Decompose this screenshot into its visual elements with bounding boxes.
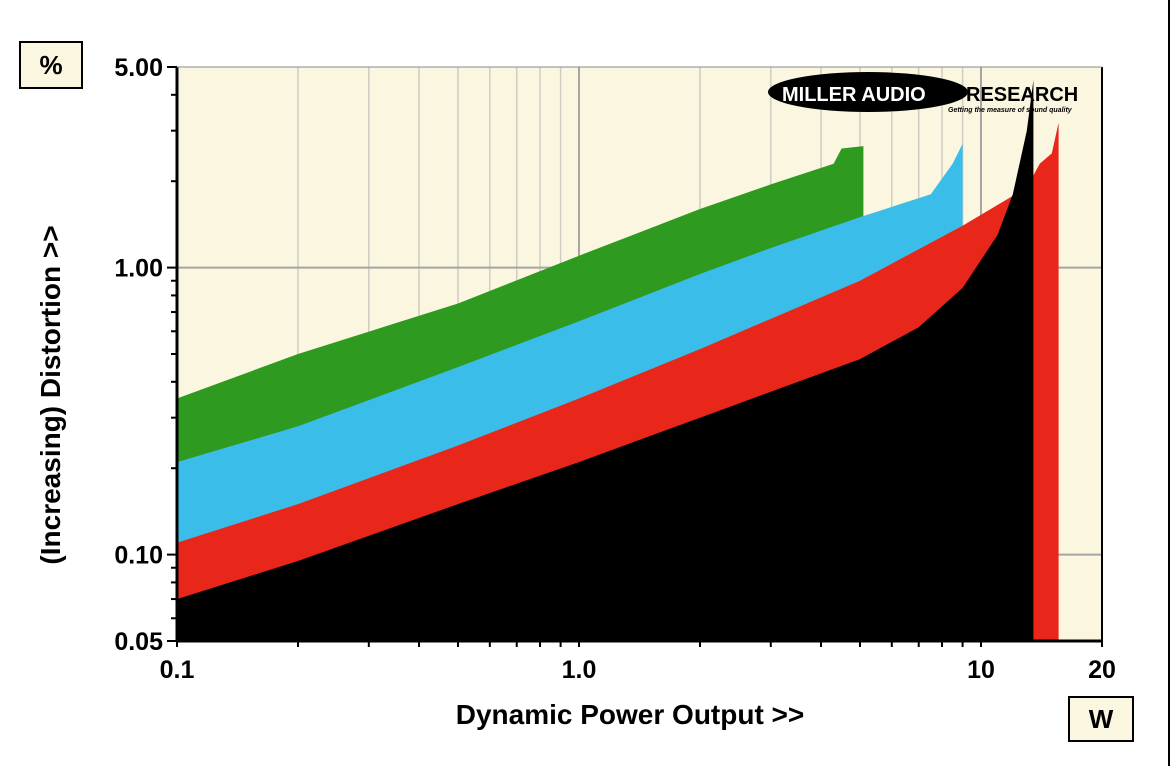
x-tick-label: 20 [1088,656,1116,684]
logo-suffix: RESEARCH [966,84,1078,106]
y-tick-label: 0.05 [114,628,163,656]
logo-name: MILLER AUDIO [782,84,926,106]
miller-audio-research-logo: MILLER AUDIO RESEARCH Getting the measur… [768,72,1078,114]
x-tick-label: 1.0 [562,656,597,684]
x-unit-label: W [1068,696,1134,742]
tick-labels: 5.00 1.00 0.10 0.050.1 1.0 10 20 [114,54,1116,684]
series-areas [177,80,1059,642]
x-tick-label: 10 [967,656,995,684]
y-axis-label: (Increasing) Distortion >> [35,225,66,564]
y-tick-label: 0.10 [114,542,163,570]
x-tick-label: 0.1 [160,656,195,684]
y-tick-label: 5.00 [114,54,163,82]
axes [167,66,1103,647]
x-axis-label: Dynamic Power Output >> [456,699,805,730]
logo-ellipse [768,72,968,112]
logo-tagline: Getting the measure of sound quality [948,107,1073,114]
y-tick-label: 1.00 [114,255,163,283]
series-area-black [177,80,1034,642]
y-unit-label: % [19,41,83,89]
right-frame-border [1168,0,1170,766]
